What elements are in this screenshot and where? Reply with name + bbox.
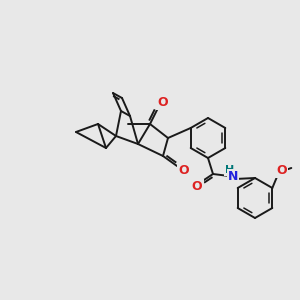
Text: O: O: [276, 164, 286, 176]
Text: O: O: [158, 95, 168, 109]
Text: O: O: [179, 164, 189, 176]
Text: N: N: [228, 170, 238, 184]
Text: H: H: [225, 165, 235, 175]
Text: O: O: [192, 181, 202, 194]
